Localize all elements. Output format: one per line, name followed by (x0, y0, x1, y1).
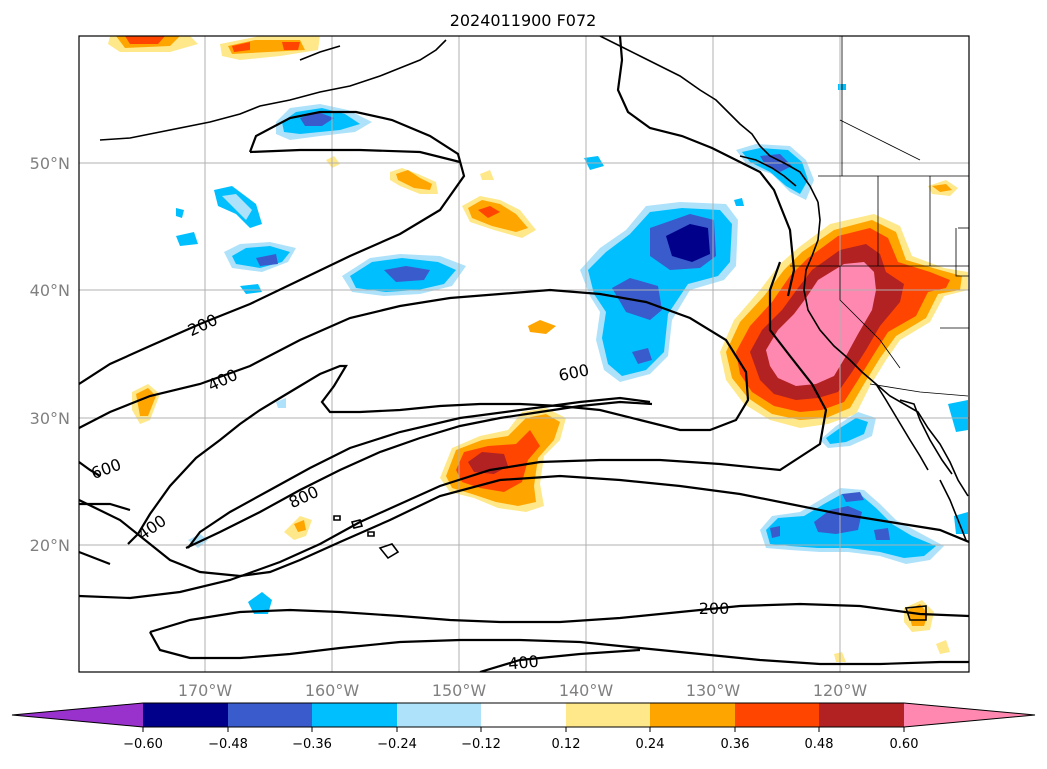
coastlines (99, 36, 969, 621)
colorbar-segment (650, 703, 735, 727)
colorbar-tick-label: −0.24 (377, 737, 417, 752)
latitude-labels: 50°N 40°N 30°N 20°N (30, 154, 70, 555)
colorbar-segment (143, 703, 228, 727)
map-gridlines (79, 36, 969, 672)
colorbar-tick-label: 0.12 (552, 737, 581, 752)
colorbar-segment (481, 703, 566, 727)
colorbar-ticks (142, 727, 905, 732)
lon-label: 120°W (813, 681, 868, 700)
colorbar: −0.60 −0.48 −0.36 −0.24 −0.12 0.12 0.24 … (11, 702, 1036, 752)
longitude-labels: 170°W 160°W 150°W 140°W 130°W 120°W (178, 681, 868, 700)
colorbar-segment (735, 703, 819, 727)
map-title: 2024011900 F072 (450, 11, 597, 30)
colorbar-tick-label: 0.24 (636, 737, 665, 752)
lon-label: 150°W (432, 681, 487, 700)
political-borders (790, 36, 969, 397)
colorbar-tick-label: −0.60 (123, 737, 163, 752)
map-area: 200 400 600 600 800 400 200 400 (79, 36, 969, 674)
lon-label: 130°W (686, 681, 741, 700)
colorbar-segment (566, 703, 650, 727)
colorbar-segment (228, 703, 312, 727)
lon-label: 160°W (305, 681, 360, 700)
colorbar-tick-label: −0.36 (292, 737, 332, 752)
lat-label: 20°N (30, 536, 70, 555)
colorbar-tick-label: −0.48 (208, 737, 248, 752)
colorbar-segment (312, 703, 397, 727)
colorbar-tick-label: 0.48 (805, 737, 834, 752)
colorbar-tick-label: 0.36 (721, 737, 750, 752)
shaded-anomaly-field (108, 36, 968, 662)
colorbar-extend-high (904, 703, 1035, 727)
contour-label: 200 (699, 599, 730, 618)
map-frame (78, 35, 970, 673)
lon-label: 140°W (559, 681, 614, 700)
colorbar-tick-label: −0.12 (461, 737, 501, 752)
lat-label: 30°N (30, 409, 70, 428)
colorbar-tick-label: 0.60 (890, 737, 919, 752)
contour-lines (79, 36, 969, 672)
lat-label: 50°N (30, 154, 70, 173)
colorbar-extend-low (12, 703, 143, 727)
colorbar-segment (819, 703, 904, 727)
lon-label: 170°W (178, 681, 233, 700)
lat-label: 40°N (30, 281, 70, 300)
contour-label: 400 (507, 652, 539, 674)
colorbar-segment (397, 703, 481, 727)
